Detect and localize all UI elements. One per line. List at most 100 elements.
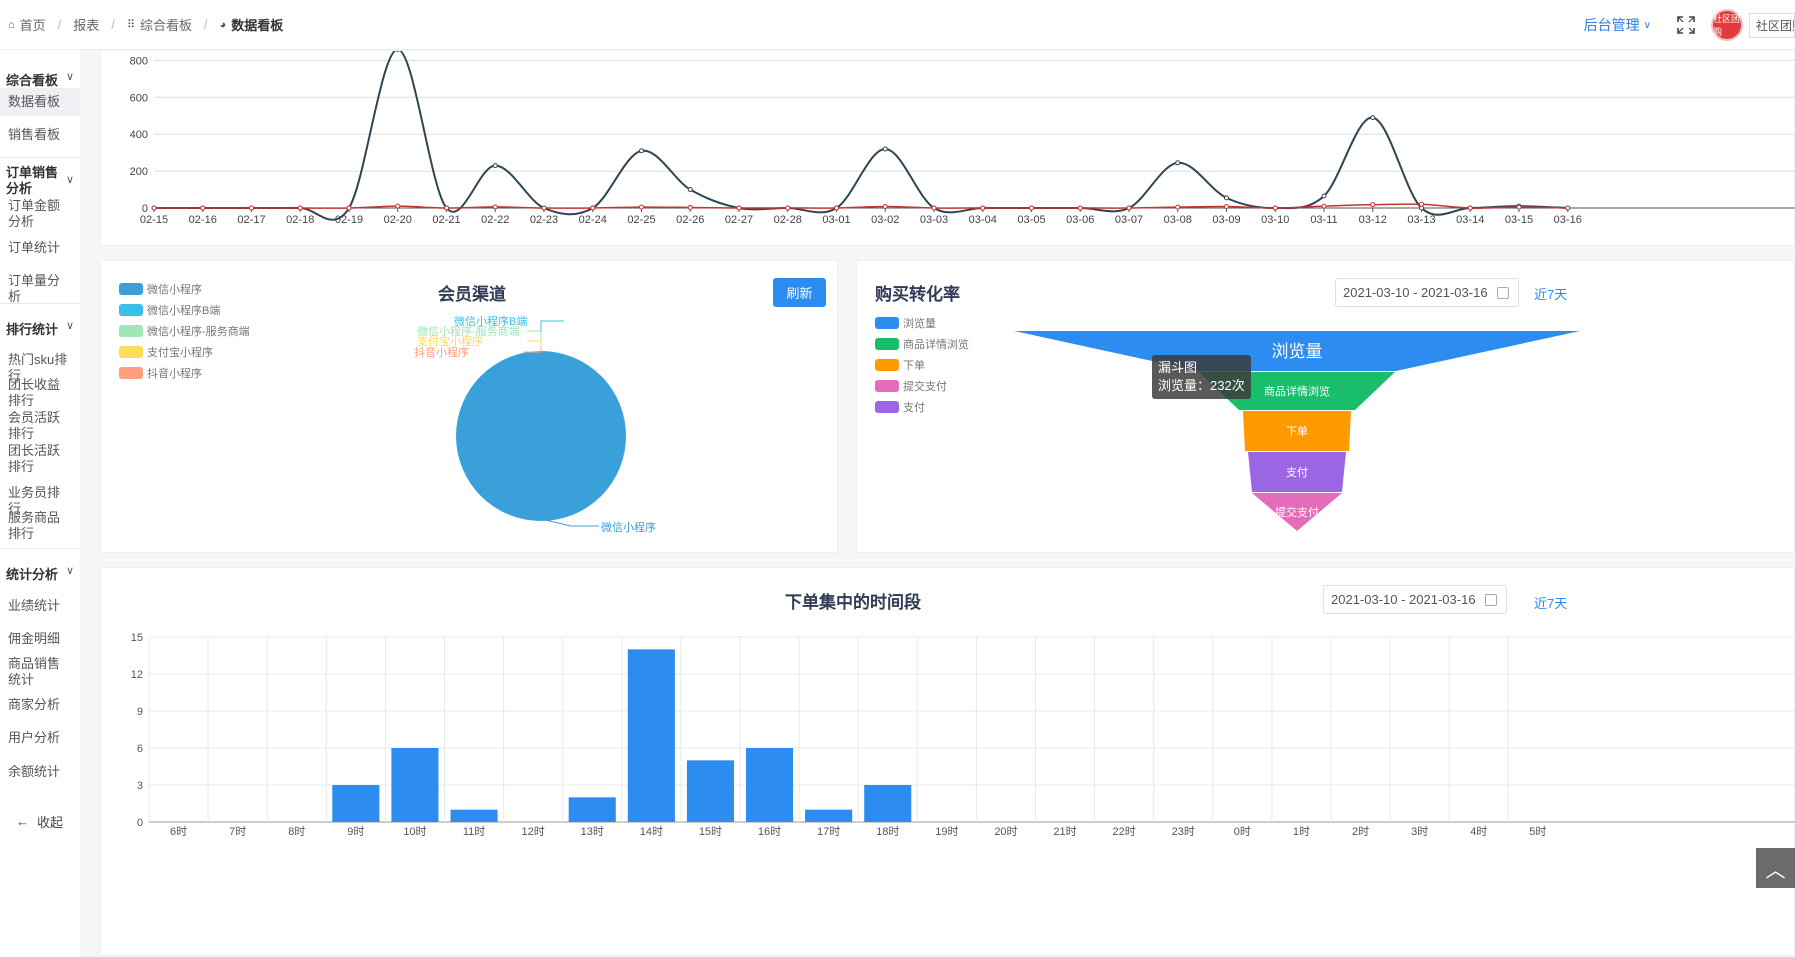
data-point[interactable] — [1225, 196, 1229, 200]
data-point[interactable] — [1322, 204, 1326, 208]
data-point[interactable] — [542, 206, 546, 210]
sidebar-item-merchant[interactable]: 商家分析 — [0, 697, 68, 713]
data-point[interactable] — [1176, 161, 1180, 165]
data-point[interactable] — [493, 164, 497, 168]
collapse-button[interactable]: ←收起 — [16, 812, 63, 831]
data-point[interactable] — [298, 206, 302, 210]
data-point[interactable] — [688, 205, 692, 209]
data-point[interactable] — [1468, 206, 1472, 210]
data-point[interactable] — [1517, 205, 1521, 209]
data-point[interactable] — [981, 206, 985, 210]
data-point[interactable] — [1371, 203, 1375, 207]
fullscreen-icon[interactable] — [1677, 16, 1695, 34]
bar[interactable] — [451, 810, 498, 822]
x-tick-label: 14时 — [640, 825, 663, 838]
x-tick-label: 03-11 — [1310, 214, 1337, 226]
sidebar-item-goods-sales[interactable]: 商品销售统计 — [0, 656, 78, 688]
data-point[interactable] — [688, 188, 692, 192]
funnel-label: 支付 — [1286, 466, 1308, 479]
x-tick-label: 19时 — [935, 825, 958, 838]
pie-label-line — [527, 331, 541, 349]
data-point[interactable] — [1176, 205, 1180, 209]
data-point[interactable] — [396, 204, 400, 208]
breadcrumb-reports[interactable]: 报表 — [73, 15, 99, 34]
y-tick-label: 15 — [131, 632, 143, 644]
x-tick-label: 03-06 — [1066, 214, 1094, 226]
x-tick-label: 11时 — [463, 825, 485, 838]
sidebar-group-statistics[interactable]: 统计分析∨ — [0, 564, 80, 583]
sidebar-group-ranking[interactable]: 排行统计∨ — [0, 319, 80, 338]
data-point[interactable] — [835, 206, 839, 210]
data-point[interactable] — [883, 147, 887, 151]
shop-name[interactable]: 社区团购 — [1749, 13, 1795, 38]
sidebar-item-order-stats[interactable]: 订单统计 — [0, 240, 68, 256]
bar[interactable] — [391, 748, 438, 822]
x-tick-label: 1时 — [1293, 825, 1310, 838]
x-tick-label: 0时 — [1234, 825, 1251, 838]
sidebar-divider — [0, 157, 80, 158]
data-point[interactable] — [1371, 116, 1375, 120]
data-point[interactable] — [1030, 206, 1034, 210]
data-point[interactable] — [786, 206, 790, 210]
data-point[interactable] — [1225, 205, 1229, 209]
x-tick-label: 03-12 — [1359, 214, 1387, 226]
data-point[interactable] — [201, 206, 205, 210]
data-point[interactable] — [1078, 206, 1082, 210]
data-point[interactable] — [152, 206, 156, 210]
x-tick-label: 17时 — [817, 825, 840, 838]
sidebar-item-data-dashboard[interactable]: 数据看板 — [0, 88, 80, 116]
bar[interactable] — [569, 797, 616, 822]
bar[interactable] — [687, 760, 734, 822]
back-to-top-button[interactable]: ︿ — [1756, 848, 1795, 888]
sidebar-item-balance[interactable]: 余额统计 — [0, 764, 68, 780]
data-point[interactable] — [640, 149, 644, 153]
data-point[interactable] — [250, 206, 254, 210]
bar[interactable] — [332, 785, 379, 822]
data-point[interactable] — [347, 206, 351, 210]
data-point[interactable] — [1566, 206, 1570, 210]
data-point[interactable] — [493, 205, 497, 209]
data-point[interactable] — [591, 206, 595, 210]
sidebar-group-dashboard[interactable]: 综合看板∨ — [0, 70, 80, 89]
sidebar-item-member-active[interactable]: 会员活跃排行 — [0, 410, 78, 442]
data-point[interactable] — [1273, 206, 1277, 210]
pie-icon: ◕ — [220, 19, 227, 31]
avatar[interactable]: 社区团购 — [1711, 9, 1743, 41]
pie-slice[interactable] — [456, 351, 626, 521]
sidebar-item-commission[interactable]: 佣金明细 — [0, 631, 68, 647]
sidebar-item-performance[interactable]: 业绩统计 — [0, 598, 68, 614]
data-point[interactable] — [640, 205, 644, 209]
data-point[interactable] — [1420, 202, 1424, 206]
bar[interactable] — [864, 785, 911, 822]
sidebar-item-service-goods[interactable]: 服务商品排行 — [0, 510, 78, 542]
funnel-label: 浏览量 — [1272, 342, 1323, 361]
sidebar-item-sales-dashboard[interactable]: 销售看板 — [0, 127, 68, 143]
chevron-down-icon: ∨ — [66, 173, 74, 186]
data-point[interactable] — [737, 206, 741, 210]
breadcrumb-dashboard[interactable]: ⠿综合看板 — [127, 15, 192, 34]
x-tick-label: 02-18 — [286, 214, 314, 226]
bar[interactable] — [746, 748, 793, 822]
bar[interactable] — [628, 649, 675, 822]
data-point[interactable] — [445, 206, 449, 210]
data-point[interactable] — [883, 205, 887, 209]
sidebar-item-order-volume[interactable]: 订单量分析 — [0, 273, 80, 305]
x-tick-label: 02-19 — [335, 214, 363, 226]
sidebar-item-user[interactable]: 用户分析 — [0, 730, 68, 746]
breadcrumb-home[interactable]: ⌂首页 — [8, 15, 46, 34]
member-channel-card: 微信小程序 微信小程序B端 微信小程序-服务商端 支付宝小程序 抖音小程序 会员… — [100, 260, 838, 553]
sidebar-item-leader-earnings[interactable]: 团长收益排行 — [0, 377, 78, 409]
x-tick-label: 5时 — [1529, 825, 1546, 838]
funnel-tooltip: 漏斗图 浏览量：232次 — [1152, 355, 1251, 399]
sidebar-group-order-sales[interactable]: 订单销售分析∨ — [0, 165, 80, 197]
sidebar-item-order-amount[interactable]: 订单金额分析 — [0, 198, 78, 230]
bar[interactable] — [805, 810, 852, 822]
data-point[interactable] — [1127, 206, 1131, 210]
sidebar-item-leader-active[interactable]: 团长活跃排行 — [0, 443, 78, 475]
x-tick-label: 02-25 — [627, 214, 655, 226]
data-point[interactable] — [1322, 194, 1326, 198]
admin-menu[interactable]: 后台管理∨ — [1584, 15, 1651, 35]
data-point[interactable] — [932, 206, 936, 210]
y-tick-label: 6 — [137, 743, 143, 755]
